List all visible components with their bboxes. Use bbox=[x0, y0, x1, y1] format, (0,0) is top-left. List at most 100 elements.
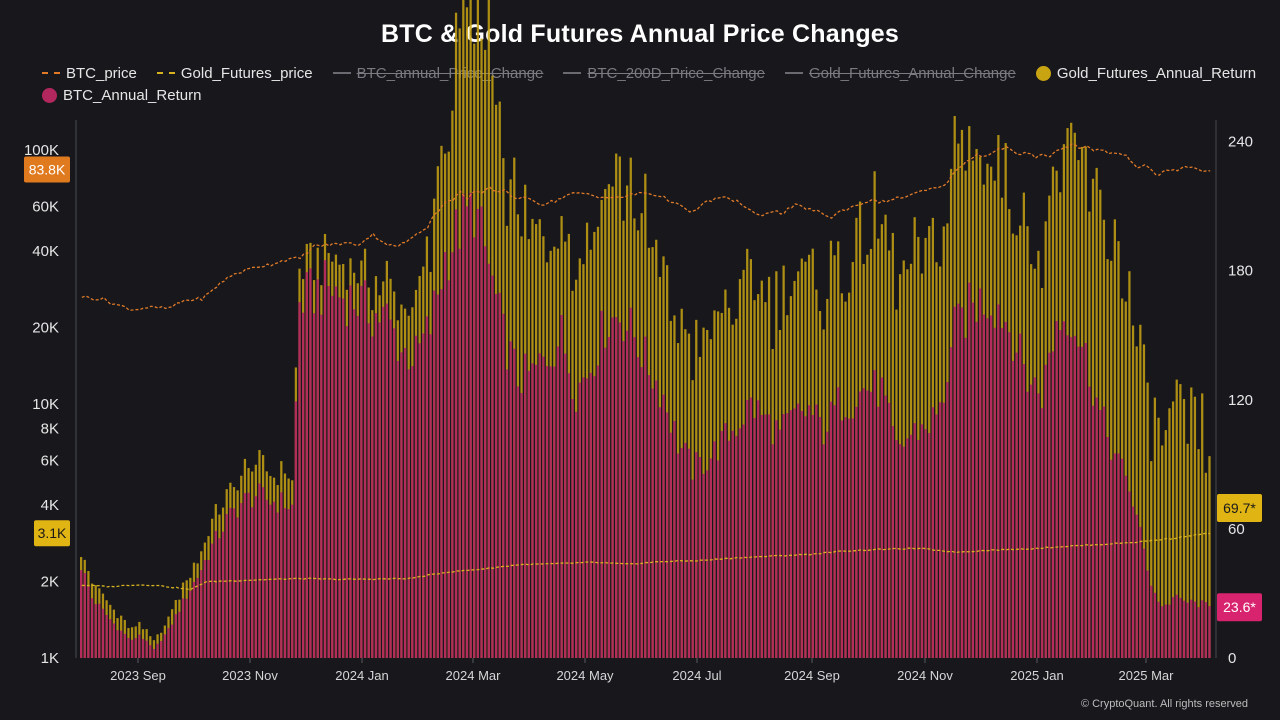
btc-return-bar bbox=[280, 492, 283, 658]
btc-return-bar bbox=[837, 387, 840, 658]
btc-return-bar bbox=[1190, 599, 1193, 658]
btc-return-bar bbox=[909, 434, 913, 658]
btc-return-bar bbox=[160, 641, 163, 658]
btc-return-bar bbox=[578, 382, 581, 658]
btc-return-bar bbox=[378, 322, 381, 658]
btc-return-bar bbox=[414, 335, 418, 658]
legend-item-gold-futures-price[interactable]: Gold_Futures_price bbox=[156, 65, 313, 82]
btc-return-bar bbox=[906, 438, 909, 658]
btc-return-bar bbox=[323, 260, 327, 658]
btc-return-bar bbox=[1051, 351, 1055, 658]
btc-return-bar bbox=[101, 608, 105, 658]
btc-return-bar bbox=[411, 366, 414, 658]
btc-return-bar bbox=[1099, 409, 1102, 658]
btc-return-bar bbox=[556, 346, 560, 658]
legend-label: BTC_annual_Price_Change bbox=[356, 64, 544, 82]
btc-return-bar bbox=[666, 412, 669, 658]
btc-return-bar bbox=[1128, 491, 1131, 658]
btc-return-bar bbox=[964, 337, 967, 658]
btc-return-bar bbox=[851, 418, 854, 658]
gold-return-bar bbox=[1139, 324, 1142, 658]
btc-return-bar bbox=[829, 401, 833, 658]
btc-return-bar bbox=[1019, 333, 1022, 658]
btc-return-bar bbox=[520, 392, 523, 658]
btc-return-bar bbox=[287, 509, 290, 658]
btc-return-bar bbox=[218, 538, 221, 658]
btc-return-bar bbox=[753, 417, 756, 658]
btc-return-bar bbox=[443, 252, 447, 658]
btc-return-bar bbox=[247, 492, 250, 658]
legend-label: BTC_price bbox=[66, 64, 137, 82]
btc-return-bar bbox=[1161, 606, 1164, 658]
left-tick-label: 4K bbox=[41, 497, 59, 514]
btc-return-bar bbox=[200, 570, 203, 658]
left-tick-label: 1K bbox=[41, 650, 59, 667]
btc-return-bar bbox=[920, 424, 924, 658]
btc-return-bar bbox=[134, 638, 137, 658]
btc-return-bar bbox=[374, 313, 378, 658]
btc-return-bar bbox=[174, 614, 177, 658]
legend-item-btc-200d-price-change[interactable]: BTC_200D_Price_Change bbox=[563, 65, 765, 82]
btc-return-bar bbox=[862, 388, 865, 658]
btc-return-bar bbox=[211, 543, 214, 658]
btc-return-bar bbox=[720, 431, 723, 658]
btc-return-bar bbox=[960, 307, 964, 658]
btc-return-bar bbox=[804, 416, 807, 658]
btc-return-bar bbox=[1117, 453, 1120, 658]
legend-label: Gold_Futures_Annual_Change bbox=[809, 64, 1016, 82]
btc-return-bar bbox=[396, 360, 399, 658]
btc-return-bar bbox=[1102, 406, 1106, 658]
legend-item-gold-futures-annual-change[interactable]: Gold_Futures_Annual_Change bbox=[785, 65, 1016, 82]
btc-return-bar bbox=[928, 433, 931, 658]
btc-return-bar bbox=[494, 293, 498, 658]
btc-return-bar bbox=[1080, 346, 1084, 658]
gold-return-bar bbox=[1179, 384, 1182, 658]
btc-return-bar bbox=[775, 420, 778, 658]
btc-return-bar bbox=[888, 402, 891, 658]
btc-return-bar bbox=[385, 303, 389, 658]
legend-item-btc-price[interactable]: BTC_price bbox=[42, 65, 137, 82]
btc-return-bar bbox=[855, 406, 858, 658]
btc-return-bar bbox=[1135, 514, 1138, 658]
btc-return-bar bbox=[87, 586, 90, 658]
gold-return-bar bbox=[1197, 449, 1200, 658]
btc-return-bar bbox=[192, 581, 196, 658]
legend-item-btc-annual-return[interactable]: BTC_Annual_Return bbox=[42, 87, 201, 104]
gold-return-bar bbox=[1164, 430, 1167, 658]
btc-return-bar bbox=[138, 634, 141, 658]
left-tick-label: 6K bbox=[41, 452, 59, 469]
x-tick-label: 2025 Jan bbox=[1010, 668, 1064, 683]
btc-return-bar bbox=[1077, 346, 1080, 658]
left-tick-label: 100K bbox=[24, 142, 59, 159]
btc-return-bar bbox=[582, 377, 585, 658]
btc-return-bar bbox=[305, 272, 308, 658]
btc-return-bar bbox=[141, 638, 145, 658]
btc-return-bar bbox=[1146, 570, 1149, 658]
btc-return-bar bbox=[549, 366, 552, 658]
legend-swatch bbox=[42, 72, 60, 74]
btc-return-bar bbox=[367, 323, 370, 658]
btc-return-bar bbox=[604, 347, 607, 658]
btc-return-bar bbox=[1164, 604, 1167, 658]
btc-return-bar bbox=[403, 347, 407, 658]
btc-price-badge: 83.8K bbox=[29, 161, 66, 177]
right-tick-label: 240 bbox=[1228, 134, 1253, 151]
gold-return-bar bbox=[1175, 379, 1178, 658]
btc-return-bar bbox=[251, 507, 254, 658]
btc-return-bar bbox=[491, 275, 494, 658]
btc-return-bar bbox=[826, 431, 829, 658]
btc-return-bar bbox=[680, 448, 683, 658]
btc-return-bar bbox=[484, 246, 487, 659]
btc-return-bar bbox=[676, 453, 680, 658]
btc-return-bar bbox=[509, 341, 512, 658]
btc-return-bar bbox=[1070, 337, 1073, 658]
gold-return-bar bbox=[1168, 408, 1171, 658]
btc-return-bar bbox=[1131, 506, 1135, 658]
btc-return-bar bbox=[1022, 364, 1025, 658]
btc-return-bar bbox=[513, 348, 516, 658]
legend-item-gold-futures-annual-return[interactable]: Gold_Futures_Annual_Return bbox=[1035, 65, 1256, 82]
btc-return-bar bbox=[181, 598, 185, 658]
legend-item-btc-annual-price-change[interactable]: BTC_annual_Price_Change bbox=[332, 64, 544, 82]
btc-return-bars bbox=[80, 192, 1211, 659]
